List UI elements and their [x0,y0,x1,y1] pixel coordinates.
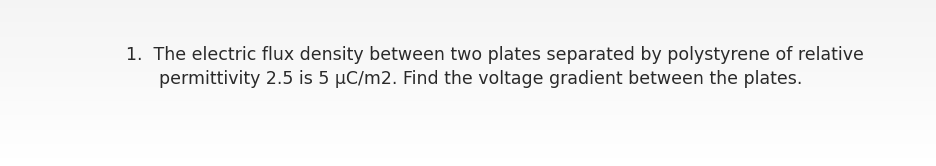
Text: 1.  The electric flux density between two plates separated by polystyrene of rel: 1. The electric flux density between two… [126,46,864,88]
